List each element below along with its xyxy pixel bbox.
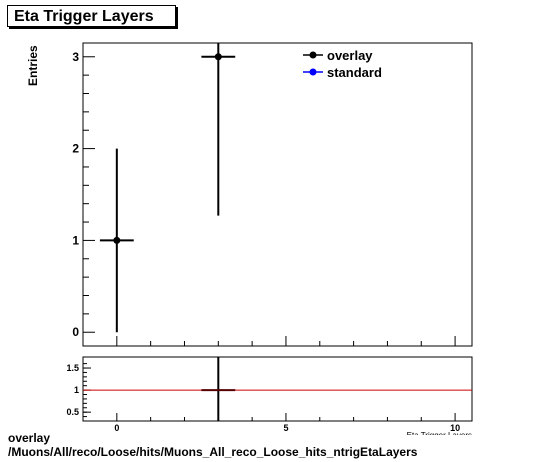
x-axis-label: Eta Trigger Layers xyxy=(407,431,472,440)
legend-marker-standard xyxy=(309,68,317,76)
ratio-plot-frame xyxy=(82,356,473,422)
y-tick-label: 2 xyxy=(72,142,79,156)
x-tick-label: 0 xyxy=(114,423,119,433)
y-tick-label: 0 xyxy=(72,325,79,339)
footer-line-1: overlay xyxy=(8,431,51,445)
footer-caption: overlay /Muons/All/reco/Loose/hits/Muons… xyxy=(8,431,417,459)
ratio-y-tick-label: 0.5 xyxy=(66,407,79,417)
chart-title: Eta Trigger Layers xyxy=(14,8,154,25)
legend-label-standard: standard xyxy=(327,65,382,80)
ratio-y-tick-label: 1.5 xyxy=(66,363,79,373)
x-tick-label: 5 xyxy=(283,423,288,433)
ratio-y-tick-label: 1 xyxy=(74,385,79,395)
y-axis-label: Entries xyxy=(26,45,40,86)
legend-marker-overlay xyxy=(309,51,317,59)
footer-line-2: /Muons/All/reco/Loose/hits/Muons_All_rec… xyxy=(8,445,418,459)
y-tick-label: 1 xyxy=(72,233,79,247)
overlay-data-point xyxy=(214,53,222,61)
main-plot-frame xyxy=(82,42,473,347)
overlay-data-point xyxy=(113,236,121,244)
legend-label-overlay: overlay xyxy=(327,48,373,63)
title-box: Eta Trigger Layers xyxy=(7,5,176,27)
x-tick-label: 10 xyxy=(450,423,460,433)
y-tick-label: 3 xyxy=(72,50,79,64)
